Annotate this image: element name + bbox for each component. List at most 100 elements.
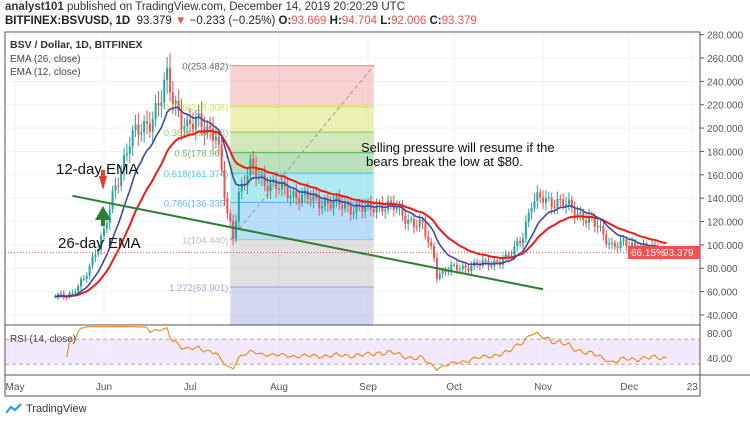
fib-band xyxy=(230,106,374,133)
fib-trend-line xyxy=(229,65,375,241)
l-label: L: xyxy=(380,15,392,27)
note-line2: bears break the low at $80. xyxy=(366,154,523,169)
x-tick-label: Aug xyxy=(270,382,288,393)
candle-body xyxy=(65,297,68,299)
ema12-annotation: 12-day EMA xyxy=(56,161,139,178)
ema12-line xyxy=(55,106,667,298)
candle-body xyxy=(59,293,62,295)
candle-body xyxy=(82,278,85,280)
change: −0.233 (−0.25%) xyxy=(189,15,276,27)
candle-body xyxy=(610,242,613,244)
candle-body xyxy=(148,123,151,132)
ema26-line xyxy=(55,129,667,298)
candle-body xyxy=(455,264,458,271)
candle-body xyxy=(527,212,530,222)
price-tag-price: 93.379 xyxy=(663,248,694,259)
candle-body xyxy=(496,260,499,262)
fib-level-label: 1(104.440) xyxy=(182,236,228,247)
candle-body xyxy=(269,182,272,192)
fib-level-label: 0.786(136.335) xyxy=(164,198,228,209)
y-tick-label: 120.000 xyxy=(707,218,744,229)
candle-body xyxy=(622,239,625,241)
tradingview-logo[interactable]: TradingView xyxy=(6,403,87,415)
publish-text: published on TradingView.com, December 1… xyxy=(67,1,405,13)
candle-body xyxy=(544,198,547,203)
candle-body xyxy=(329,203,332,209)
candle-body xyxy=(565,204,568,207)
legend-rsi[interactable]: RSI (14, close) xyxy=(10,334,76,345)
candle-body xyxy=(412,219,415,227)
green-arrow-up-icon xyxy=(95,206,111,226)
candle-body xyxy=(217,136,220,145)
y-tick-label: 80.000 xyxy=(707,264,738,275)
candle-body xyxy=(521,238,524,244)
y-tick-label: 100.000 xyxy=(707,241,744,252)
candle-body xyxy=(77,286,80,292)
candle-body xyxy=(395,207,398,210)
candle-body xyxy=(309,198,312,201)
candle-body xyxy=(461,265,464,270)
price-tag-pct: 66.15% xyxy=(631,248,665,259)
candle-body xyxy=(421,219,424,223)
candle-body xyxy=(550,197,553,208)
candle-body xyxy=(344,202,347,209)
candle-body xyxy=(143,121,146,133)
publish-info: analyst101 published on TradingView.com,… xyxy=(5,1,405,13)
candle-body xyxy=(361,206,364,212)
candle-body xyxy=(146,121,149,124)
candle-body xyxy=(369,201,372,209)
candle-body xyxy=(326,199,329,204)
candle-body xyxy=(180,111,183,129)
candle-body xyxy=(171,92,174,104)
candle-body xyxy=(430,242,433,246)
candle-body xyxy=(542,197,545,203)
candle-body xyxy=(163,79,166,103)
candle-body xyxy=(91,256,94,266)
candle-body xyxy=(458,269,461,271)
h-label: H: xyxy=(329,15,342,27)
fib-band xyxy=(230,132,374,153)
candle-body xyxy=(562,199,565,207)
candle-body xyxy=(553,207,556,209)
candle-body xyxy=(516,240,519,247)
y-tick-label: 200.000 xyxy=(707,124,744,135)
candle-body xyxy=(263,174,266,186)
candle-body xyxy=(209,125,212,129)
candle-body xyxy=(286,186,289,199)
candle-body xyxy=(588,216,590,224)
open-value: 93.669 xyxy=(291,15,327,27)
candle-body xyxy=(450,265,453,272)
candle-body xyxy=(605,234,608,245)
candle-body xyxy=(266,185,269,192)
candle-body xyxy=(539,192,542,198)
candle-body xyxy=(507,254,510,258)
candle-body xyxy=(154,103,157,120)
candle-body xyxy=(318,198,321,209)
candle-body xyxy=(131,130,134,147)
candle-body xyxy=(447,271,450,273)
candle-body xyxy=(384,209,387,212)
candle-body xyxy=(315,194,318,199)
candle-body xyxy=(177,100,180,112)
candle-body xyxy=(619,240,622,248)
legend-ema26[interactable]: EMA (26, close) xyxy=(10,54,81,65)
candle-body xyxy=(197,113,200,118)
candle-body xyxy=(278,188,281,190)
candle-body xyxy=(608,243,611,245)
candle-body xyxy=(295,191,298,199)
candle-body xyxy=(585,220,588,224)
y-tick-label: 280.000 xyxy=(707,31,744,42)
candle-body xyxy=(625,239,628,247)
legend-ema12[interactable]: EMA (12, close) xyxy=(10,67,81,78)
candle-body xyxy=(134,124,137,131)
candle-body xyxy=(519,240,522,244)
candle-body xyxy=(364,206,367,212)
candle-body xyxy=(375,204,378,213)
candle-body xyxy=(404,216,407,224)
trend-line xyxy=(72,194,544,291)
candle-body xyxy=(332,200,335,209)
candle-body xyxy=(476,261,479,265)
x-tick-label: Dec xyxy=(620,382,638,393)
author[interactable]: analyst101 xyxy=(5,1,64,13)
